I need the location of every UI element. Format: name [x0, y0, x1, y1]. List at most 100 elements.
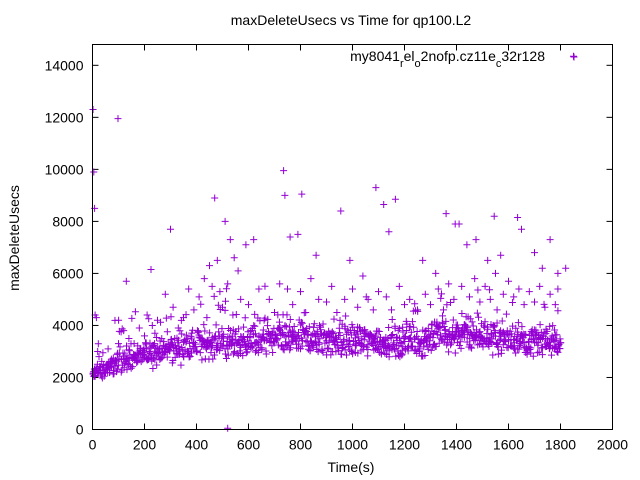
data-point [162, 314, 170, 322]
data-point [480, 322, 488, 330]
data-point [255, 285, 263, 293]
data-point [538, 351, 546, 359]
data-point [382, 293, 390, 301]
data-point [546, 322, 554, 330]
data-point [185, 285, 193, 293]
data-point [192, 340, 200, 348]
data-point [145, 315, 153, 323]
data-point [213, 256, 221, 264]
data-point [240, 323, 248, 331]
data-point [167, 225, 174, 233]
data-point [531, 298, 538, 306]
data-point [302, 308, 310, 316]
data-point [385, 347, 393, 355]
data-point [411, 300, 419, 308]
data-point [153, 334, 161, 342]
data-point [312, 251, 320, 259]
data-point [398, 351, 406, 359]
data-point [209, 341, 217, 349]
data-point [484, 256, 492, 264]
data-point [534, 349, 542, 357]
data-point [445, 348, 453, 356]
data-point [554, 285, 562, 293]
data-point [421, 327, 429, 335]
data-point [246, 334, 254, 342]
data-point [526, 346, 534, 354]
data-point [153, 361, 161, 369]
data-point [397, 340, 405, 348]
x-tick-label: 1800 [545, 437, 576, 453]
data-point [446, 299, 454, 307]
data-point [287, 344, 295, 352]
data-point [408, 318, 416, 326]
data-point [190, 306, 198, 314]
data-point [128, 314, 136, 322]
data-point [254, 349, 262, 357]
data-point [261, 282, 269, 290]
data-point [317, 326, 325, 334]
x-tick-label: 400 [185, 437, 209, 453]
data-point [95, 353, 103, 361]
data-point [94, 347, 102, 355]
data-point [508, 298, 516, 306]
x-tick-label: 0 [89, 437, 97, 453]
data-point [395, 282, 403, 290]
data-point [104, 345, 112, 353]
y-tick-label: 10000 [45, 161, 84, 177]
data-point [489, 351, 497, 359]
data-point [424, 325, 432, 333]
data-point [109, 354, 117, 362]
data-point [92, 314, 100, 322]
data-point [120, 327, 128, 335]
data-point [286, 323, 294, 331]
y-tick-label: 6000 [52, 265, 83, 281]
x-tick-label: 1600 [493, 437, 524, 453]
data-point [360, 336, 368, 344]
data-point [160, 338, 168, 346]
data-point [415, 347, 423, 355]
data-point [149, 355, 157, 363]
data-point [200, 275, 208, 283]
data-point [364, 352, 372, 360]
data-point [385, 228, 393, 236]
x-tick-label: 1200 [389, 437, 420, 453]
data-point [442, 317, 450, 325]
data-point [434, 285, 442, 293]
data-point [493, 306, 501, 314]
data-point [125, 346, 133, 354]
data-point [151, 329, 159, 337]
data-point [206, 329, 214, 337]
data-point [275, 318, 283, 326]
data-point [298, 319, 306, 327]
data-point [372, 184, 380, 192]
data-point [440, 306, 447, 314]
y-tick-label: 14000 [45, 57, 84, 73]
data-point [557, 339, 565, 347]
data-point [194, 327, 202, 335]
data-point [432, 343, 440, 351]
data-point [493, 319, 501, 327]
data-point [113, 365, 121, 373]
data-point [497, 349, 505, 357]
data-point [529, 352, 537, 360]
data-point [276, 280, 284, 288]
data-point [333, 308, 341, 316]
y-tick-label: 2000 [52, 369, 83, 385]
data-point [455, 342, 463, 350]
data-point [346, 341, 354, 349]
data-point [249, 342, 257, 350]
data-point [401, 338, 409, 346]
data-point [168, 340, 176, 348]
data-point [468, 344, 476, 352]
data-point [546, 290, 554, 298]
data-point [413, 327, 421, 335]
data-point [163, 353, 171, 361]
data-point [229, 311, 237, 319]
data-point [476, 328, 484, 336]
data-point [214, 301, 222, 309]
data-point [438, 290, 446, 298]
data-point [487, 338, 495, 346]
data-point [315, 295, 323, 303]
data-point [224, 345, 232, 353]
